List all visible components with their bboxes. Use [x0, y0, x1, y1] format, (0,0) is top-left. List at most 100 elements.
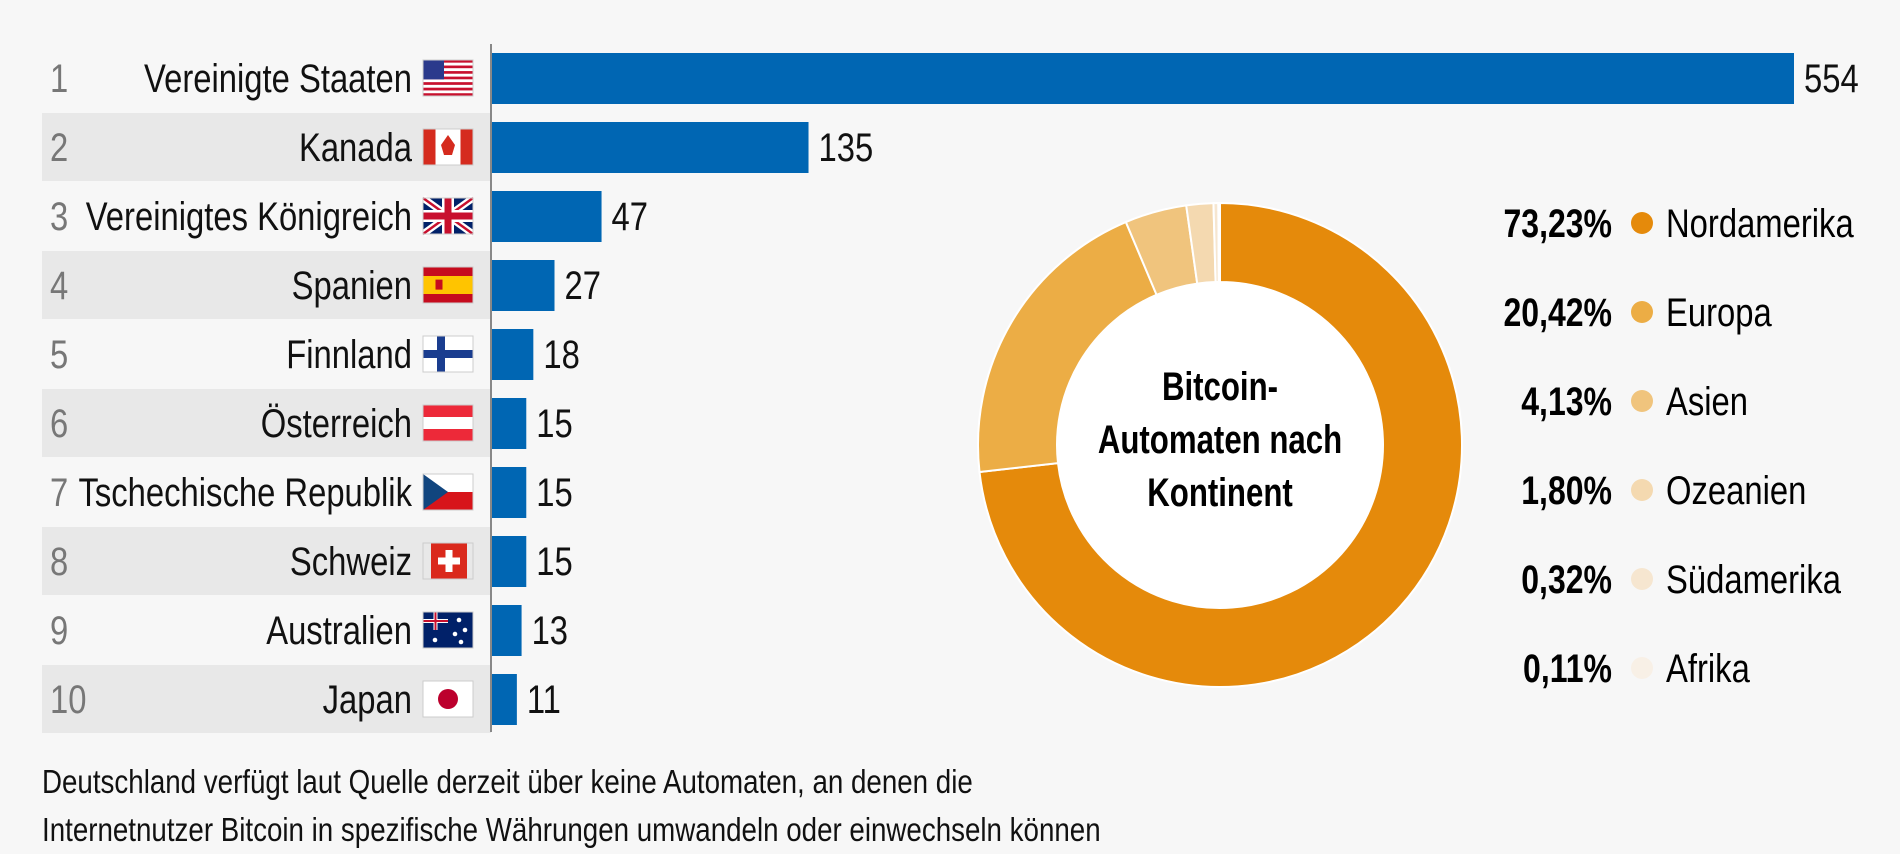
flag-part — [423, 474, 448, 510]
footnote: Deutschland verfügt laut Quelle derzeit … — [42, 758, 1134, 854]
flag-ca-icon — [422, 128, 474, 166]
flag-part — [423, 73, 473, 77]
country-label: Vereinigtes Königreich — [86, 194, 412, 239]
flag-us-icon — [422, 59, 474, 97]
bar — [491, 191, 602, 242]
rank-label: 1 — [50, 56, 68, 101]
bar-row: 7 Tschechische Republik 15 — [50, 467, 573, 518]
bar — [491, 674, 517, 725]
flag-border — [422, 197, 474, 235]
flag-fi-icon — [422, 335, 474, 373]
flag-part — [423, 60, 444, 80]
flag-border — [422, 128, 474, 166]
bar — [491, 122, 809, 173]
flag-at-icon — [422, 404, 474, 442]
country-label: Vereinigte Staaten — [144, 56, 412, 101]
rank-label: 7 — [50, 470, 68, 515]
flag-part — [423, 276, 473, 294]
flag-es-icon — [422, 266, 474, 304]
flag-part — [423, 76, 473, 80]
flag-part — [423, 60, 473, 63]
flag-border — [422, 542, 474, 580]
flag-part — [462, 627, 468, 633]
bar-row: 8 Schweiz 15 — [42, 527, 573, 595]
bar — [491, 329, 534, 380]
flag-part — [435, 279, 443, 290]
flag-part — [423, 90, 473, 94]
bar — [491, 53, 1794, 104]
legend-swatch — [1631, 212, 1653, 234]
rank-label: 5 — [50, 332, 68, 377]
country-label: Japan — [323, 677, 412, 722]
row-band — [42, 251, 491, 319]
flag-border — [422, 59, 474, 97]
value-label: 15 — [536, 470, 572, 515]
country-label: Kanada — [299, 125, 413, 170]
flag-part — [423, 71, 473, 74]
legend-label: Ozeanien — [1666, 468, 1806, 513]
value-label: 13 — [532, 608, 568, 653]
flag-part — [456, 617, 462, 623]
flag-part — [423, 62, 473, 66]
flag-part — [432, 637, 438, 643]
flag-part — [423, 417, 473, 429]
flag-ch-icon — [422, 542, 474, 580]
legend-label: Afrika — [1666, 646, 1750, 691]
bar — [491, 536, 527, 587]
flag-part — [438, 557, 460, 565]
country-label: Finnland — [286, 332, 412, 377]
donut-center-label: Bitcoin- — [1162, 364, 1278, 409]
flag-part — [438, 689, 458, 709]
flag-border — [422, 266, 474, 304]
legend-swatch — [1631, 479, 1653, 501]
country-label: Schweiz — [290, 539, 412, 584]
flag-border — [422, 680, 474, 718]
legend-label: Europa — [1666, 290, 1772, 335]
value-label: 554 — [1804, 56, 1859, 101]
flag-au-icon — [422, 611, 474, 649]
rank-label: 8 — [50, 539, 68, 584]
row-band — [42, 665, 491, 733]
footnote-line-2: Internetnutzer Bitcoin in spezifische Wä… — [42, 811, 1101, 848]
legend-value: 0,32% — [1521, 557, 1612, 602]
flag-part — [423, 87, 473, 91]
bar-row: 3 Vereinigtes Königreich 47 — [50, 191, 648, 242]
footnote-line-1: Deutschland verfügt laut Quelle derzeit … — [42, 763, 973, 800]
legend-value: 0,11% — [1523, 646, 1612, 691]
rank-label: 2 — [50, 125, 68, 170]
bar-row: 6 Österreich 15 — [42, 389, 573, 457]
flag-part — [434, 612, 437, 630]
flag-cz-icon — [422, 473, 474, 511]
donut-center-label: Kontinent — [1147, 470, 1293, 515]
bar-row: 5 Finnland 18 — [50, 329, 580, 380]
rank-label: 6 — [50, 401, 68, 446]
value-label: 27 — [565, 263, 601, 308]
flag-part — [423, 212, 473, 220]
chart: 1 Vereinigte Staaten 554 2 Kanada 13 5 3 Vereini… — [42, 44, 1859, 733]
country-label: Spanien — [292, 263, 412, 308]
bar-row: 10 Japan 11 — [42, 665, 561, 733]
rank-label: 4 — [50, 263, 68, 308]
donut-slice — [1217, 201, 1221, 284]
row-band — [42, 527, 491, 595]
legend-value: 1,80% — [1521, 468, 1612, 513]
flag-part — [423, 68, 473, 72]
row-band — [42, 113, 491, 181]
value-label: 15 — [536, 401, 572, 446]
flag-border — [422, 611, 474, 649]
rank-label: 10 — [50, 677, 86, 722]
legend-label: Südamerika — [1666, 557, 1842, 602]
legend-swatch — [1631, 568, 1653, 590]
flag-border — [422, 473, 474, 511]
legend-swatch — [1631, 301, 1653, 323]
legend-value: 4,13% — [1521, 379, 1612, 424]
flag-part — [423, 79, 473, 83]
flag-part — [423, 93, 473, 96]
legend-label: Asien — [1666, 379, 1748, 424]
flag-part — [441, 135, 455, 155]
legend-value: 20,42% — [1503, 290, 1612, 335]
flag-jp-icon — [422, 680, 474, 718]
country-label: Österreich — [261, 401, 412, 446]
flag-gb-icon — [420, 195, 476, 237]
donut-center-label: Automaten nach — [1098, 417, 1342, 462]
